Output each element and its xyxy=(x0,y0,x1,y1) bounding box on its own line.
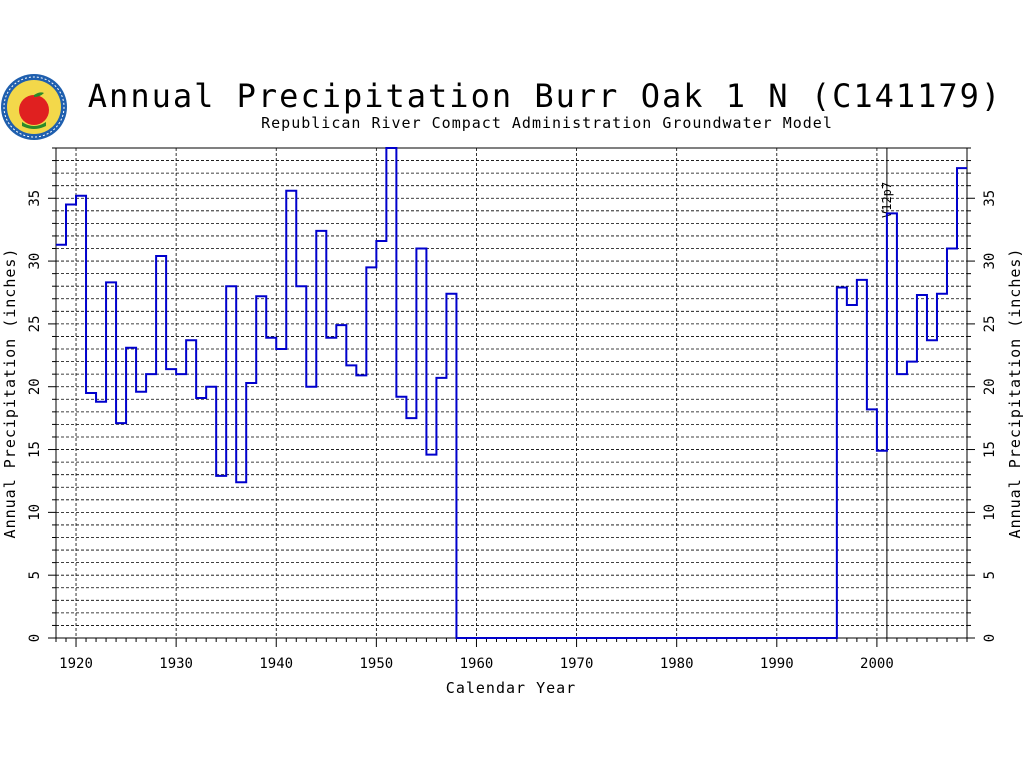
y-tick-label-left: 0 xyxy=(27,634,43,642)
y-tick-label-right: 15 xyxy=(982,441,998,458)
x-tick-label: 1960 xyxy=(460,656,494,672)
y-tick-label-left: 30 xyxy=(27,253,43,270)
x-tick-label: 1940 xyxy=(259,656,293,672)
y-tick-label-right: 5 xyxy=(982,571,998,579)
y-tick-label-right: 30 xyxy=(982,253,998,270)
x-tick-label: 1930 xyxy=(159,656,193,672)
x-tick-label: 1970 xyxy=(560,656,594,672)
plot-border xyxy=(55,147,968,639)
y-axis-label-left: Annual Precipitation (inches) xyxy=(1,248,19,539)
chart-subtitle: Republican River Compact Administration … xyxy=(261,114,833,132)
annotation-label: V12p7 xyxy=(880,182,894,218)
plot-frame xyxy=(55,147,968,639)
x-tick-label: 1980 xyxy=(660,656,694,672)
y-tick-label-left: 20 xyxy=(27,378,43,395)
axis-ticks: 1920 1930 1940 1950 1960 1970 1980 1990 2000 0 0 5 5… xyxy=(27,147,998,672)
x-tick-label: 1990 xyxy=(760,656,794,672)
y-tick-label-left: 5 xyxy=(27,571,43,579)
y-tick-label-right: 20 xyxy=(982,378,998,395)
apple-icon xyxy=(19,95,49,125)
y-tick-label-left: 25 xyxy=(27,315,43,332)
y-tick-label-right: 25 xyxy=(982,315,998,332)
grid-lines xyxy=(56,148,967,638)
precipitation-step-line xyxy=(56,147,967,639)
y-tick-label-left: 35 xyxy=(27,190,43,207)
chart-title: Annual Precipitation Burr Oak 1 N (C1411… xyxy=(88,77,1002,115)
x-tick-label: 2000 xyxy=(860,656,894,672)
x-axis-label: Calendar Year xyxy=(446,679,576,697)
y-axis-label-right: Annual Precipitation (inches) xyxy=(1006,248,1024,539)
x-tick-label: 1920 xyxy=(59,656,93,672)
series-lines xyxy=(56,147,967,639)
rrca-logo xyxy=(1,74,67,140)
y-tick-label-right: 35 xyxy=(982,190,998,207)
y-tick-label-right: 10 xyxy=(982,504,998,521)
y-tick-label-right: 0 xyxy=(982,634,998,642)
y-tick-label-left: 10 xyxy=(27,504,43,521)
x-tick-label: 1950 xyxy=(359,656,393,672)
y-tick-label-left: 15 xyxy=(27,441,43,458)
